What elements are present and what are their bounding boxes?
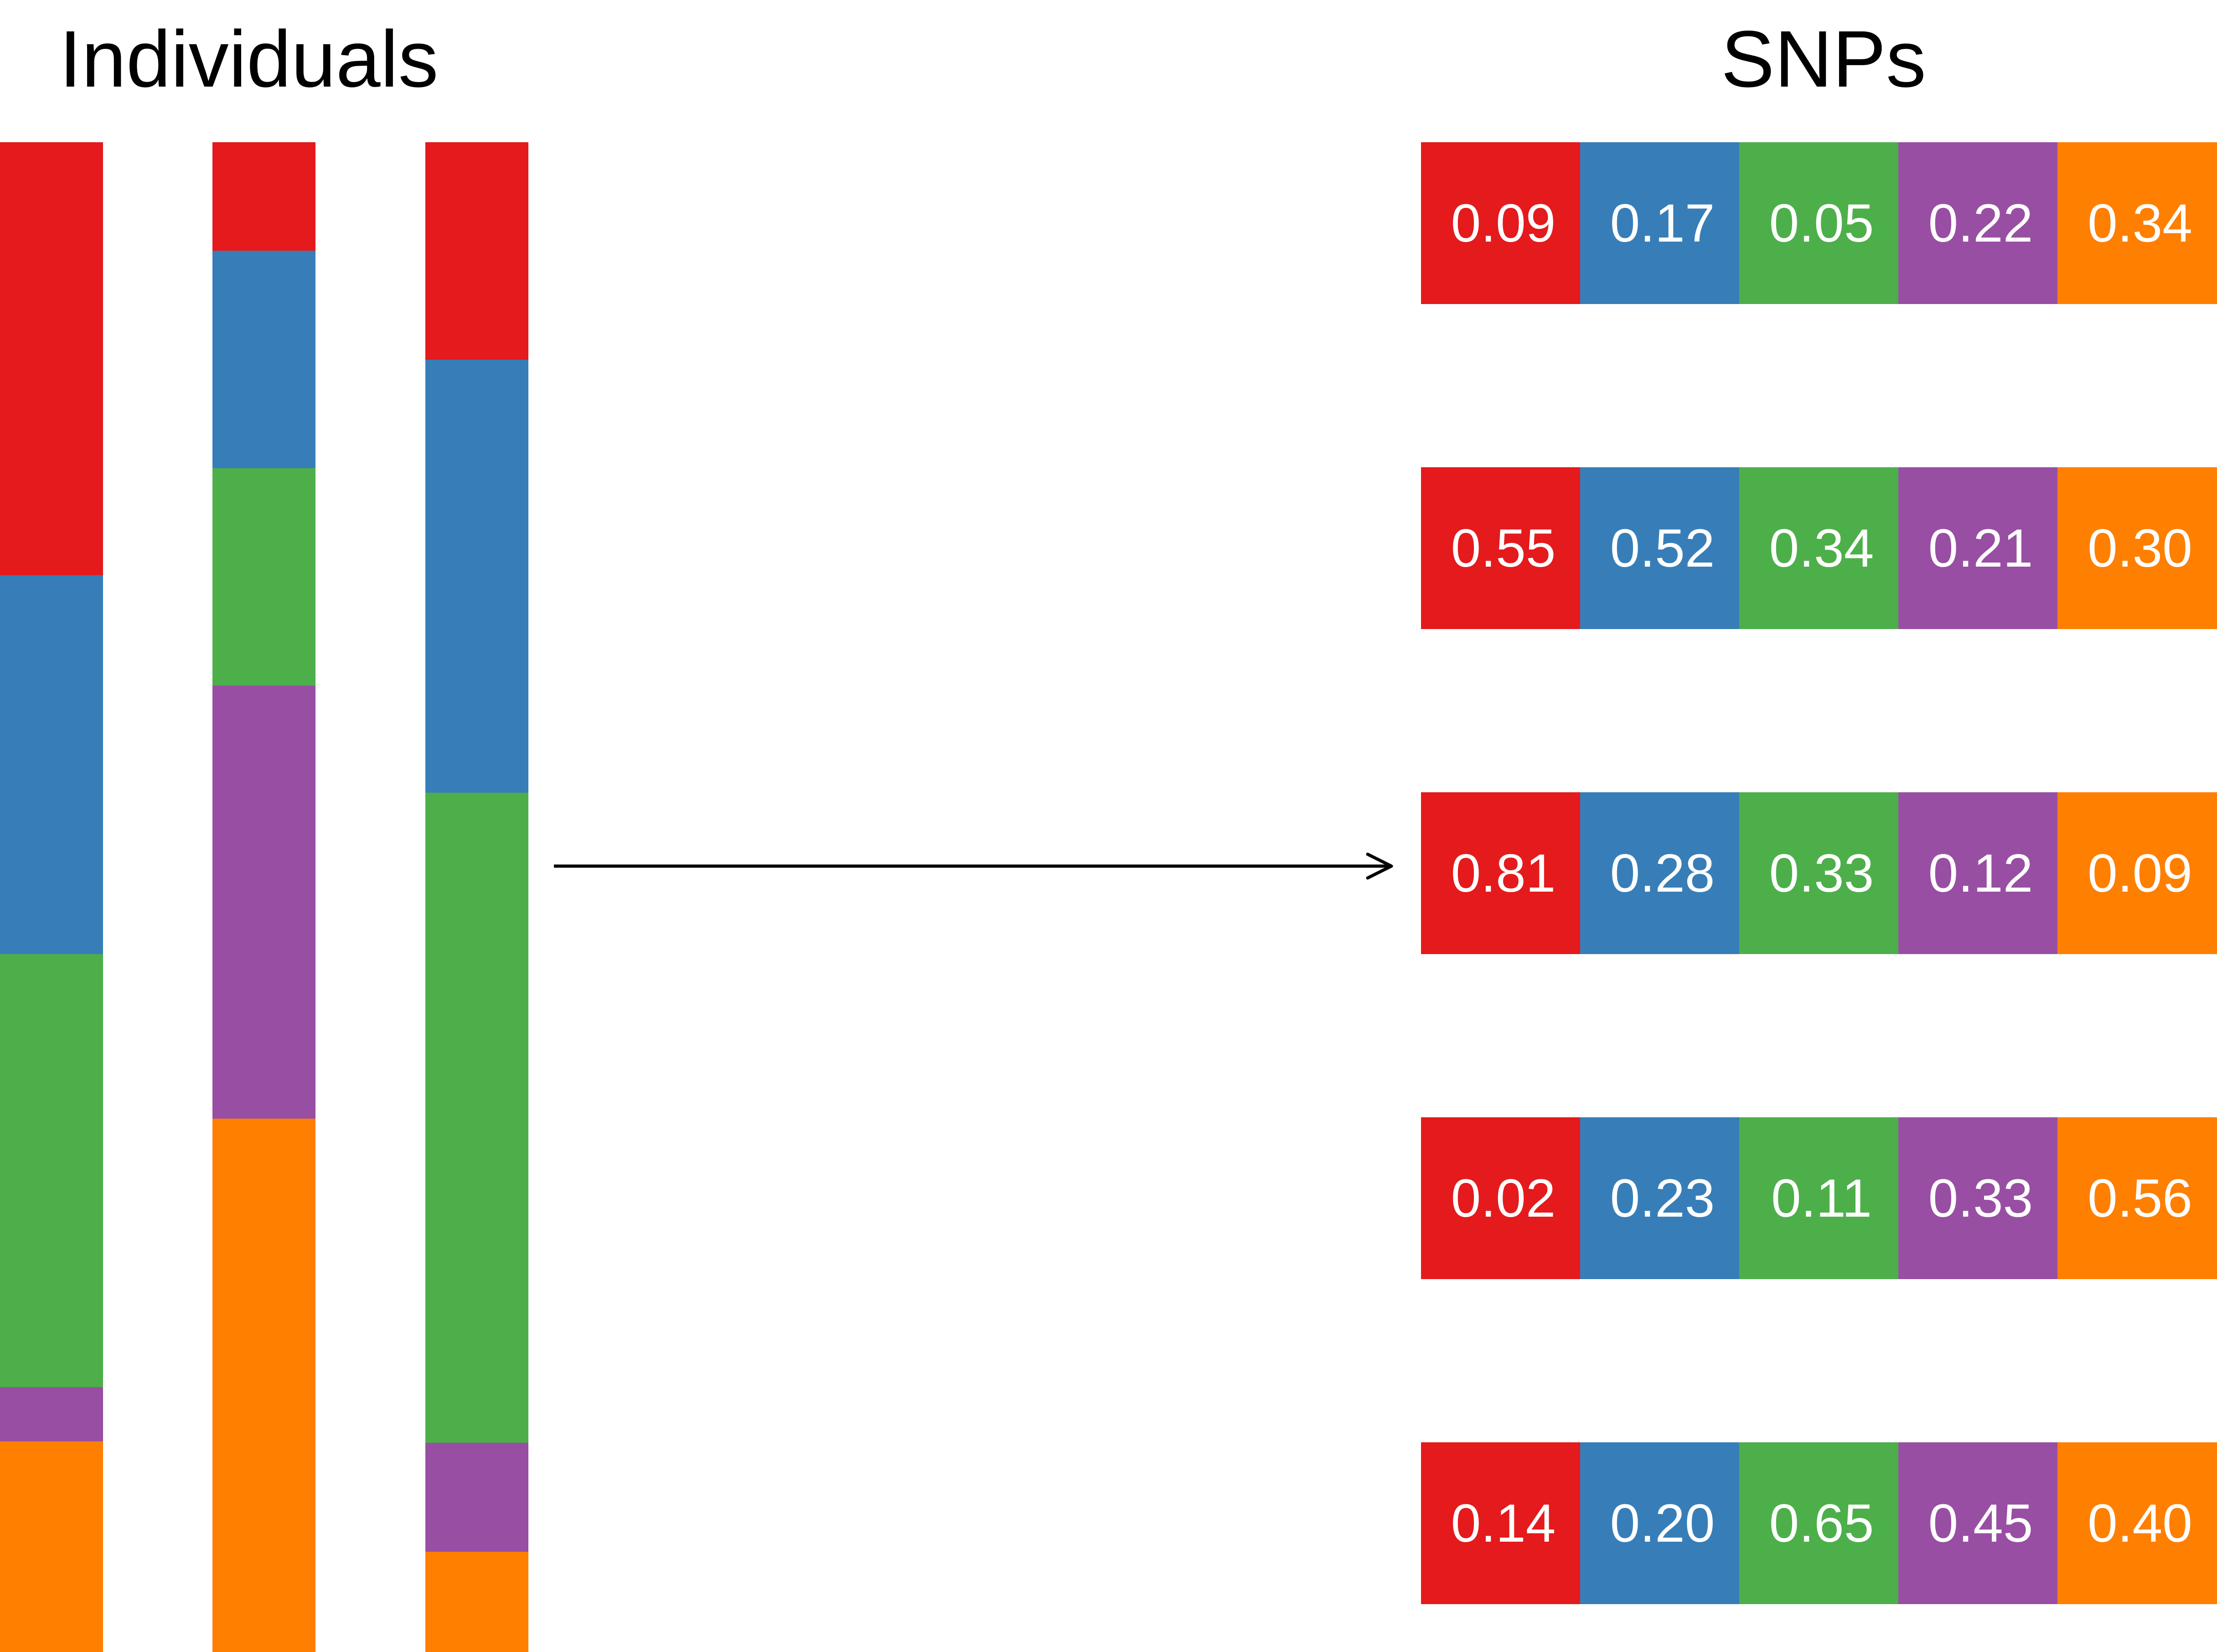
bar-segment-green xyxy=(0,954,103,1388)
snp-value-cell: 0.02 xyxy=(1421,1117,1580,1279)
snp-value-cell: 0.09 xyxy=(1421,142,1580,304)
individual-bar-1 xyxy=(0,142,103,1652)
snp-value-cell: 0.17 xyxy=(1580,142,1739,304)
snp-row-5: 0.14 0.20 0.65 0.45 0.40 xyxy=(1421,1442,2217,1604)
snp-value-cell: 0.55 xyxy=(1421,467,1580,629)
arrow-icon xyxy=(554,852,1393,880)
bar-segment-orange xyxy=(0,1441,103,1652)
bar-segment-blue xyxy=(212,251,315,469)
snp-value-cell: 0.05 xyxy=(1739,142,1898,304)
individuals-title: Individuals xyxy=(59,15,439,104)
snp-row-1: 0.09 0.17 0.05 0.22 0.34 xyxy=(1421,142,2217,304)
bar-segment-red xyxy=(212,142,315,252)
bar-segment-orange xyxy=(212,1118,315,1652)
snp-value-cell: 0.40 xyxy=(2057,1442,2217,1604)
individual-bar-2 xyxy=(212,142,315,1652)
bar-segment-blue xyxy=(0,575,103,955)
snp-value-cell: 0.12 xyxy=(1898,792,2057,954)
bar-segment-purple xyxy=(212,685,315,1120)
snp-value-cell: 0.11 xyxy=(1739,1117,1898,1279)
bar-segment-purple xyxy=(425,1443,528,1553)
bar-segment-blue xyxy=(425,359,528,794)
snp-row-3: 0.81 0.28 0.33 0.12 0.09 xyxy=(1421,792,2217,954)
snp-value-cell: 0.30 xyxy=(2057,467,2217,629)
individual-bar-3 xyxy=(425,142,528,1652)
bar-segment-red xyxy=(425,142,528,361)
snp-value-cell: 0.28 xyxy=(1580,792,1739,954)
arrow-head xyxy=(1366,852,1393,880)
bar-segment-orange xyxy=(425,1551,528,1652)
snp-value-cell: 0.45 xyxy=(1898,1442,2057,1604)
snp-value-cell: 0.33 xyxy=(1739,792,1898,954)
snp-value-cell: 0.56 xyxy=(2057,1117,2217,1279)
snp-row-2: 0.55 0.52 0.34 0.21 0.30 xyxy=(1421,467,2217,629)
snp-row-4: 0.02 0.23 0.11 0.33 0.56 xyxy=(1421,1117,2217,1279)
bar-segment-green xyxy=(212,468,315,687)
bar-segment-red xyxy=(0,142,103,576)
snp-value-cell: 0.65 xyxy=(1739,1442,1898,1604)
snp-value-cell: 0.52 xyxy=(1580,467,1739,629)
snp-value-cell: 0.14 xyxy=(1421,1442,1580,1604)
bar-segment-purple xyxy=(0,1387,103,1442)
snp-value-cell: 0.34 xyxy=(2057,142,2217,304)
bar-segment-green xyxy=(425,792,528,1444)
snp-value-cell: 0.23 xyxy=(1580,1117,1739,1279)
snp-value-cell: 0.21 xyxy=(1898,467,2057,629)
snp-value-cell: 0.22 xyxy=(1898,142,2057,304)
snps-title: SNPs xyxy=(1721,15,1926,104)
snp-value-cell: 0.34 xyxy=(1739,467,1898,629)
snp-value-cell: 0.09 xyxy=(2057,792,2217,954)
snp-value-cell: 0.33 xyxy=(1898,1117,2057,1279)
snp-value-cell: 0.20 xyxy=(1580,1442,1739,1604)
snp-value-cell: 0.81 xyxy=(1421,792,1580,954)
